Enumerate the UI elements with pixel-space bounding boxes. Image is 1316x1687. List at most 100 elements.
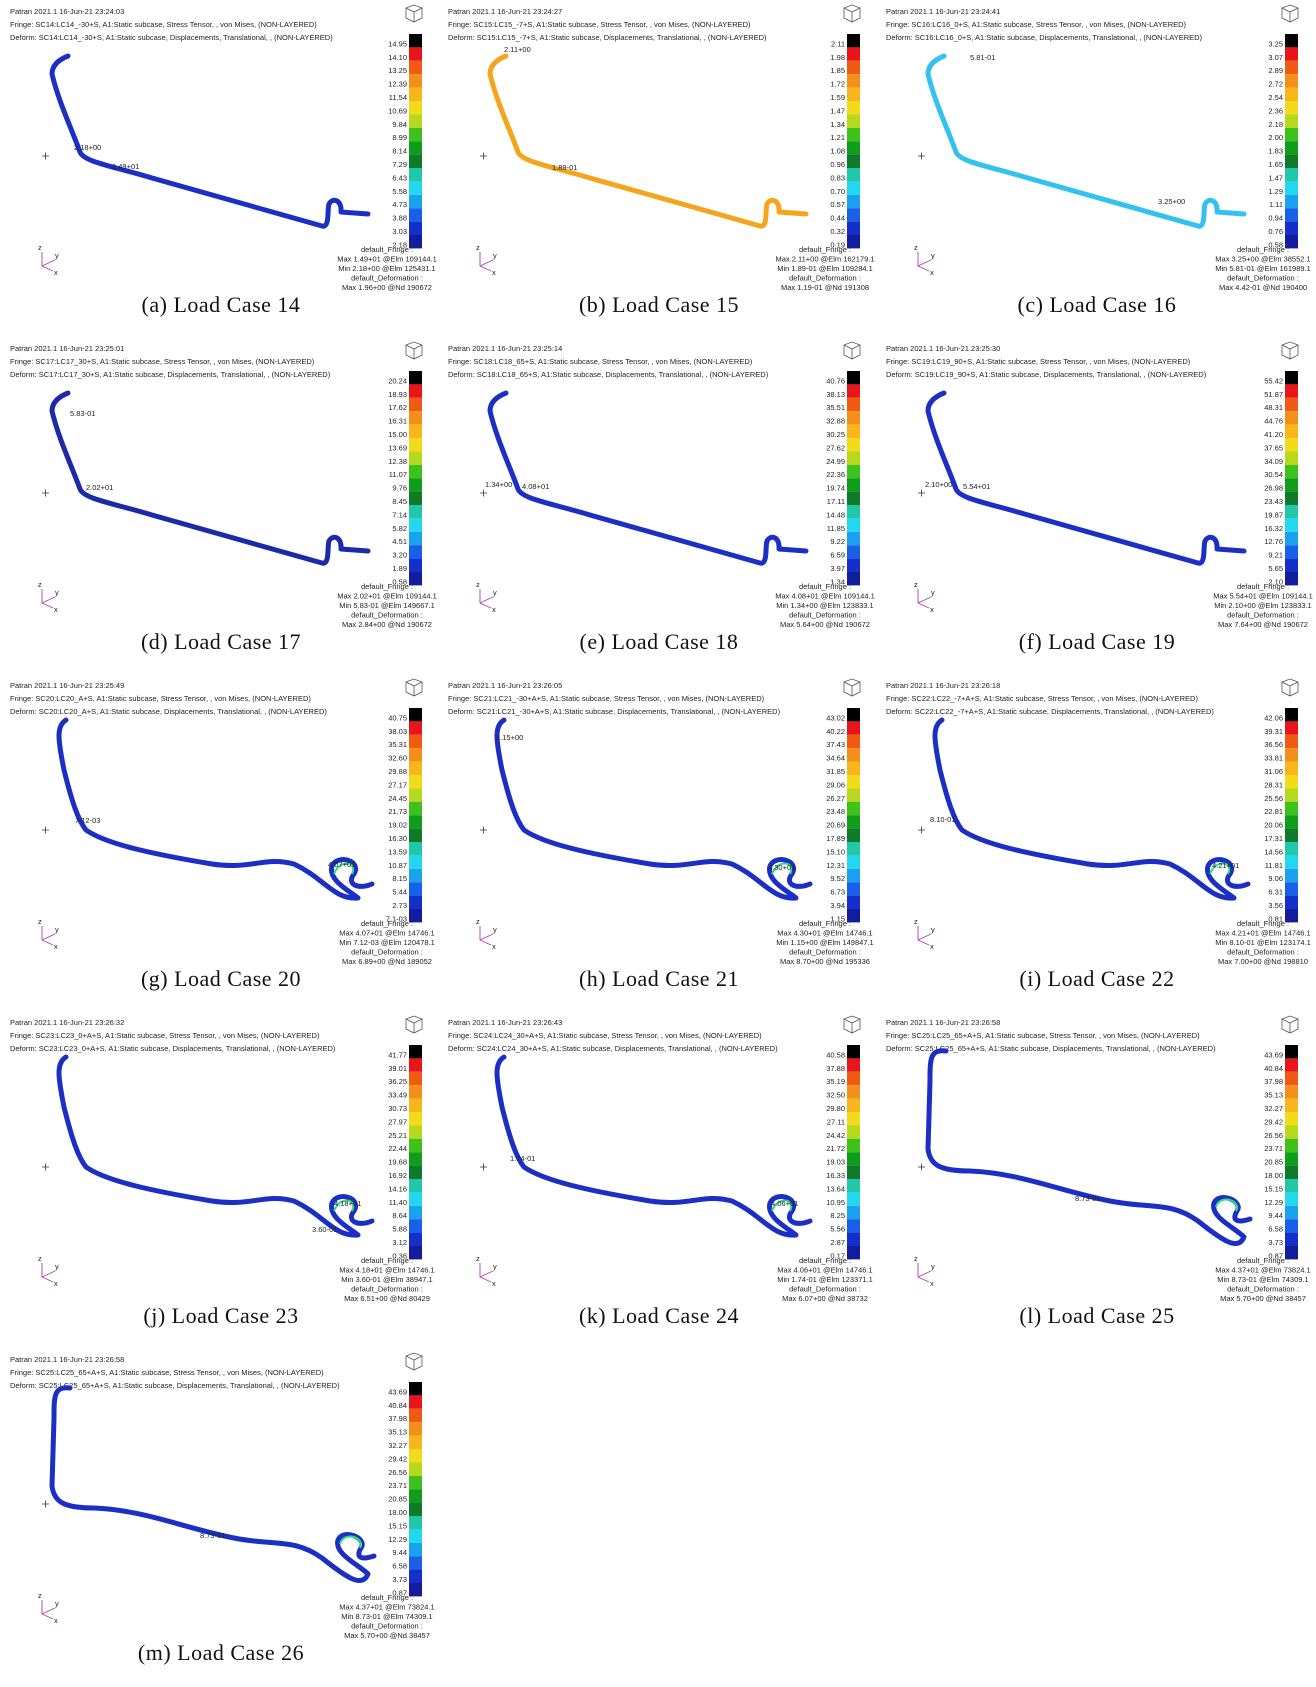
result-summary: default_Deformation : <box>351 611 423 620</box>
header-line: Fringe: SC17:LC17_30+S, A1:Static subcas… <box>10 357 315 366</box>
color-bar-segment <box>847 708 860 721</box>
result-summary: Min 5.83-01 @Elm 149667.1 <box>339 601 435 610</box>
color-bar-segment <box>847 88 860 101</box>
color-bar-segment <box>1285 208 1298 221</box>
color-bar-segment <box>847 1139 860 1152</box>
triad-label: x <box>492 1279 496 1288</box>
header-line: Fringe: SC15:LC15_-7+S, A1:Static subcas… <box>448 20 751 29</box>
scale-label: 0.94 <box>1268 214 1283 223</box>
result-summary: Max 4.07+01 @Elm 14746.1 <box>339 929 434 938</box>
color-bar-segment <box>409 465 422 478</box>
scale-label: 18.00 <box>1264 1171 1283 1180</box>
header-line: Deform: SC14:LC14_-30+S, A1:Static subca… <box>10 33 333 42</box>
scale-label: 0.57 <box>830 200 845 209</box>
scale-label: 16.30 <box>388 834 407 843</box>
scale-label: 17.89 <box>826 834 845 843</box>
color-bar-segment <box>409 748 422 761</box>
scale-label: 0.32 <box>830 227 845 236</box>
color-bar-segment <box>409 505 422 518</box>
header-line: Deform: SC19:LC19_90+S, A1:Static subcas… <box>886 370 1207 379</box>
scale-label: 21.72 <box>826 1144 845 1153</box>
result-summary: default_Deformation : <box>789 611 861 620</box>
color-bar-segment <box>1285 1206 1298 1219</box>
scale-label: 3.73 <box>392 1575 407 1584</box>
origin-mark <box>918 1164 925 1171</box>
result-summary: Min 8.73-01 @Elm 74309.1 <box>341 1612 432 1621</box>
scale-label: 35.13 <box>1264 1091 1283 1100</box>
result-summary: Max 1.19-01 @Nd 191308 <box>781 283 869 292</box>
scale-label: 13.69 <box>388 443 407 452</box>
color-bar-segment <box>1285 762 1298 775</box>
result-summary: Max 4.06+01 @Elm 14746.1 <box>777 1266 872 1275</box>
color-bar-segment <box>1285 411 1298 424</box>
header-line: Deform: SC15:LC15_-7+S, A1:Static subcas… <box>448 33 767 42</box>
color-bar-segment <box>1285 1166 1298 1179</box>
origin-mark <box>918 827 925 834</box>
scale-label: 30.25 <box>826 430 845 439</box>
result-summary: Min 1.74-01 @Elm 123371.1 <box>777 1275 873 1284</box>
annotation: 7.12-03 <box>75 816 100 825</box>
color-bar-segment <box>847 128 860 141</box>
scale-label: 7.29 <box>392 160 407 169</box>
view-icon <box>844 5 860 22</box>
annotation: 5.83-01 <box>70 409 95 418</box>
result-summary: default_Fringe : <box>361 245 413 254</box>
color-bar-segment <box>409 1058 422 1071</box>
color-bar-segment <box>847 492 860 505</box>
color-bar-segment <box>409 88 422 101</box>
color-bar-segment <box>847 1192 860 1205</box>
header-line: Patran 2021.1 16-Jun-21 23:26:32 <box>10 1018 124 1027</box>
header-line: Fringe: SC16:LC16_0+S, A1:Static subcase… <box>886 20 1187 29</box>
color-bar-segment <box>409 1395 422 1408</box>
color-bar-segment <box>847 1233 860 1246</box>
color-bar-segment <box>847 438 860 451</box>
header-line: Deform: SC17:LC17_30+S, A1:Static subcas… <box>10 370 331 379</box>
panel: Patran 2021.1 16-Jun-21 23:26:32Fringe: … <box>10 1016 435 1328</box>
caption: (c) Load Case 16 <box>1018 292 1177 317</box>
result-summary: Min 1.15+00 @Elm 149847.1 <box>776 938 873 947</box>
header-line: Patran 2021.1 16-Jun-21 23:25:30 <box>886 344 1000 353</box>
color-bar-segment <box>1285 438 1298 451</box>
color-bar-segment <box>1285 869 1298 882</box>
color-bar-segment <box>409 559 422 572</box>
color-bar-segment <box>847 74 860 87</box>
color-bar-segment <box>1285 384 1298 397</box>
color-bar-segment <box>1285 1139 1298 1152</box>
result-summary: Max 4.08+01 @Elm 109144.1 <box>775 592 875 601</box>
scale-label: 36.56 <box>1264 740 1283 749</box>
color-bar-segment <box>409 882 422 895</box>
scale-label: 6.58 <box>1268 1225 1283 1234</box>
color-bar-segment <box>847 47 860 60</box>
scale-label: 16.92 <box>388 1171 407 1180</box>
stress-hotspot <box>340 1536 361 1548</box>
scale-label: 2.72 <box>1268 80 1283 89</box>
color-bar-segment <box>409 815 422 828</box>
header-line: Patran 2021.1 16-Jun-21 23:24:41 <box>886 7 1000 16</box>
scale-label: 10.95 <box>826 1198 845 1207</box>
annotation: 4.30+01 <box>768 863 795 872</box>
scale-label: 36.25 <box>388 1077 407 1086</box>
view-icon <box>406 5 422 22</box>
result-summary: Max 2.02+01 @Elm 109144.1 <box>337 592 437 601</box>
annotation: 4.08+01 <box>522 482 549 491</box>
scale-label: 35.51 <box>826 403 845 412</box>
scale-label: 20.69 <box>826 821 845 830</box>
scale-label: 17.11 <box>827 497 845 506</box>
color-bar-segment <box>847 748 860 761</box>
color-bar-segment <box>847 505 860 518</box>
scale-label: 15.10 <box>826 847 845 856</box>
figure: Patran 2021.1 16-Jun-21 23:24:03Fringe: … <box>0 0 1316 1687</box>
color-bar-segment <box>1285 168 1298 181</box>
caption: (i) Load Case 22 <box>1019 966 1174 991</box>
scale-label: 22.36 <box>826 470 845 479</box>
result-summary: Max 4.18+01 @Elm 14746.1 <box>339 1266 434 1275</box>
color-bar-segment <box>1285 74 1298 87</box>
scale-label: 40.58 <box>826 1050 845 1059</box>
caption: (e) Load Case 18 <box>580 629 739 654</box>
color-bar-segment <box>1285 518 1298 531</box>
scale-label: 31.06 <box>1264 767 1283 776</box>
scale-label: 24.42 <box>826 1131 845 1140</box>
view-icon <box>406 342 422 359</box>
caption: (f) Load Case 19 <box>1019 629 1175 654</box>
header-line: Deform: SC23:LC23_0+A+S, A1:Static subca… <box>10 1044 336 1053</box>
